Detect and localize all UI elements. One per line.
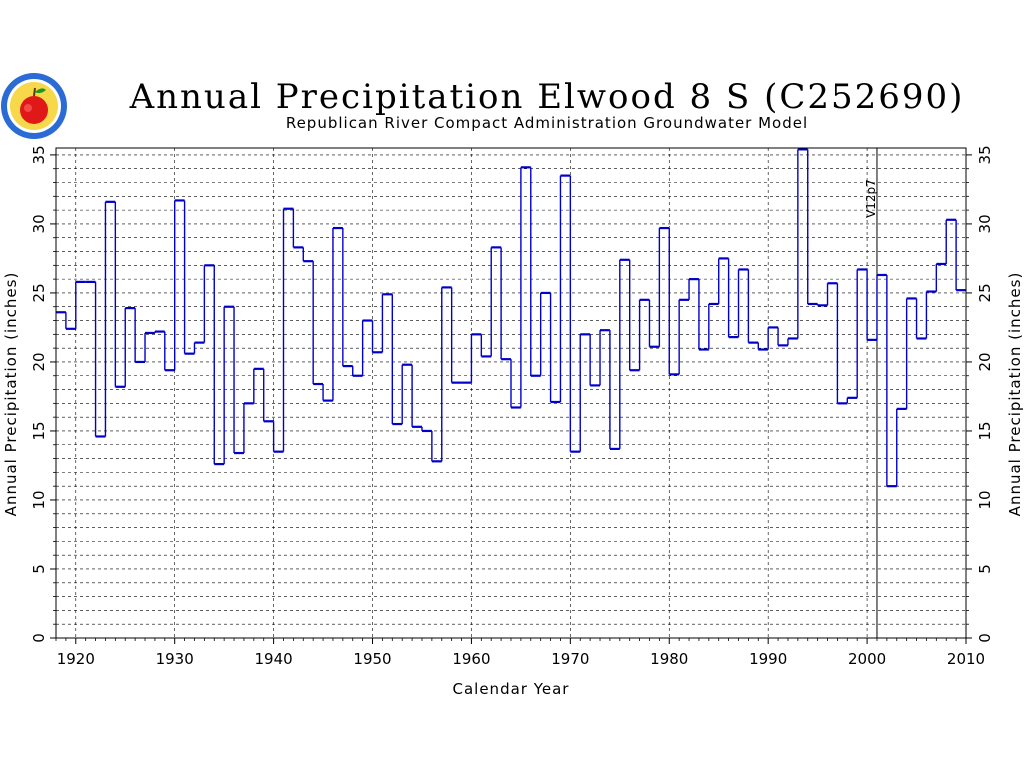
- y-tick-label-left: 15: [30, 421, 48, 440]
- y-tick-label-right: 20: [976, 352, 994, 371]
- y-tick-label-right: 15: [976, 421, 994, 440]
- y-tick-label-left: 35: [30, 145, 48, 164]
- x-tick-label: 1920: [57, 650, 95, 668]
- y-tick-label-right: 25: [976, 283, 994, 302]
- y-axis-ticks: 0 0 5 5 10 10 15 15 20 20 25 25 30 30 35 35: [30, 145, 994, 642]
- y-tick-label-left: 30: [30, 214, 48, 233]
- y-tick-label-left: 10: [30, 490, 48, 509]
- x-tick-label: 1960: [452, 650, 490, 668]
- chart-subtitle: Republican River Compact Administration …: [286, 114, 808, 132]
- x-axis-label: Calendar Year: [453, 680, 570, 698]
- y-tick-label-right: 30: [976, 214, 994, 233]
- y-tick-label-right: 10: [976, 490, 994, 509]
- y-tick-label-right: 5: [976, 564, 994, 574]
- annotation-layer: V12p7: [864, 148, 878, 638]
- apple-seal-logo: [1, 73, 67, 139]
- grid-lines: [56, 148, 966, 638]
- y-tick-label-left: 25: [30, 283, 48, 302]
- chart-title: Annual Precipitation Elwood 8 S (C252690…: [129, 77, 965, 117]
- y-tick-label-left: 5: [30, 564, 48, 574]
- series-layer: [56, 148, 966, 488]
- x-tick-label: 1980: [650, 650, 688, 668]
- x-tick-label: 1990: [749, 650, 787, 668]
- x-axis-ticks: 1920 1930 1940 1950 1960 1970 1980 1990 2000 2010: [55, 638, 985, 668]
- x-tick-label: 2010: [947, 650, 985, 668]
- y-tick-label-left: 20: [30, 352, 48, 371]
- x-tick-label: 1970: [551, 650, 589, 668]
- x-tick-label: 1950: [353, 650, 391, 668]
- y-axis-label-left: Annual Precipitation (inches): [2, 272, 20, 517]
- y-tick-label-right: 0: [976, 633, 994, 643]
- annotation-label: V12p7: [864, 179, 878, 218]
- x-tick-label: 1930: [156, 650, 194, 668]
- x-tick-label: 2000: [848, 650, 886, 668]
- y-axis-label-right: Annual Precipitation (inches): [1006, 272, 1024, 517]
- x-tick-label: 1940: [255, 650, 293, 668]
- y-tick-label-right: 35: [976, 145, 994, 164]
- y-tick-label-left: 0: [30, 633, 48, 643]
